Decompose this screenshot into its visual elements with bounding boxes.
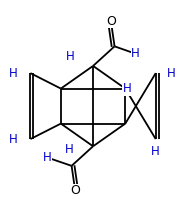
Text: O: O — [70, 184, 80, 197]
Text: H: H — [9, 132, 18, 146]
Text: H: H — [167, 67, 175, 80]
Text: H: H — [43, 151, 52, 164]
Text: H: H — [131, 47, 139, 60]
Text: H: H — [123, 82, 131, 95]
Text: H: H — [66, 50, 74, 63]
Text: O: O — [106, 15, 116, 28]
Text: H: H — [9, 67, 18, 80]
Text: H: H — [151, 145, 160, 158]
Text: H: H — [65, 143, 74, 156]
